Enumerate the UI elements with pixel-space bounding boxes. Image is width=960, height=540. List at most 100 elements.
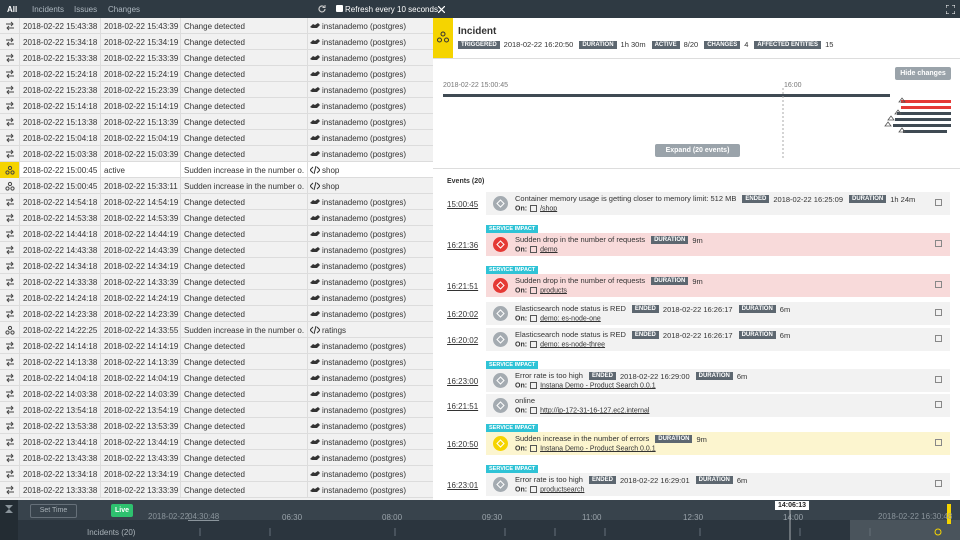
event-time[interactable]: 16:20:02 [447, 310, 479, 319]
expand-event-button[interactable] [935, 480, 942, 487]
table-row[interactable]: 2018-02-22 14:04:18 2018-02-22 14:04:19 Ch… [0, 370, 433, 386]
table-row[interactable]: 2018-02-22 14:13:38 2018-02-22 14:13:39 Ch… [0, 354, 433, 370]
column-separator [19, 66, 20, 82]
table-row[interactable]: 2018-02-22 15:13:38 2018-02-22 15:13:39 Ch… [0, 114, 433, 130]
table-row[interactable]: 2018-02-22 14:03:38 2018-02-22 14:03:39 Ch… [0, 386, 433, 402]
table-row[interactable]: 2018-02-22 14:33:38 2018-02-22 14:33:39 Ch… [0, 274, 433, 290]
expand-event-button[interactable] [935, 335, 942, 342]
table-row[interactable]: 2018-02-22 15:43:38 2018-02-22 15:43:39 Ch… [0, 18, 433, 34]
table-cell: Sudden increase in the number o... [184, 326, 304, 335]
table-row[interactable]: 2018-02-22 13:53:38 2018-02-22 13:53:39 Ch… [0, 418, 433, 434]
column-separator [307, 82, 308, 98]
event-time[interactable]: 16:20:50 [447, 440, 479, 449]
entity-link[interactable]: productsearch [540, 486, 585, 494]
tab[interactable]: Changes [108, 5, 141, 14]
event-time[interactable]: 16:21:36 [447, 241, 479, 250]
badge-label: ENDED [631, 305, 659, 314]
table-cell: Change detected [184, 118, 245, 127]
table-row[interactable]: 2018-02-22 14:22:25 2018-02-22 14:33:55 Su… [0, 322, 433, 338]
table-row[interactable]: 2018-02-22 13:33:38 2018-02-22 13:33:39 Ch… [0, 482, 433, 498]
table-cell: 2018-02-22 15:03:39 [104, 150, 179, 159]
badge-value: 2018-02-22 16:29:00 [619, 371, 690, 381]
table-row[interactable]: 2018-02-22 15:00:45 active Sudden increase… [0, 162, 433, 178]
event-time[interactable]: 16:23:01 [447, 481, 479, 490]
column-separator [180, 130, 181, 146]
table-cell: Change detected [184, 486, 245, 495]
table-row[interactable]: 2018-02-22 15:14:18 2018-02-22 15:14:19 Ch… [0, 98, 433, 114]
column-separator [180, 258, 181, 274]
column-separator [180, 210, 181, 226]
entity-link[interactable]: /shop [540, 205, 558, 213]
expand-event-button[interactable] [935, 401, 942, 408]
column-separator [180, 450, 181, 466]
live-button[interactable]: Live [111, 504, 133, 517]
expand-event-button[interactable] [935, 439, 942, 446]
table-row[interactable]: 2018-02-22 13:44:18 2018-02-22 13:44:19 Ch… [0, 434, 433, 450]
table-row[interactable]: 2018-02-22 14:53:38 2018-02-22 14:53:39 Ch… [0, 210, 433, 226]
entity-link[interactable]: demo [540, 246, 558, 254]
event-on-line: On: demo: es-node-one [515, 315, 601, 322]
expand-button[interactable]: Expand (20 events) [655, 144, 740, 157]
row-icon [0, 402, 19, 418]
refresh-icon[interactable] [317, 4, 327, 14]
entity-link[interactable]: demo: es-node-three [540, 341, 606, 349]
entity-icon [310, 22, 320, 32]
table-cell: Change detected [184, 358, 245, 367]
refresh-label[interactable]: Refresh every 10 seconds [345, 5, 438, 14]
table-row[interactable]: 2018-02-22 13:43:38 2018-02-22 13:43:39 Ch… [0, 450, 433, 466]
table-row[interactable]: 2018-02-22 14:14:18 2018-02-22 14:14:19 Ch… [0, 338, 433, 354]
event-time[interactable]: 16:21:51 [447, 282, 479, 291]
hide-changes-button[interactable]: Hide changes [895, 67, 951, 80]
table-cell: Change detected [184, 342, 245, 351]
column-separator [100, 162, 101, 178]
entity-link[interactable]: http://ip-172-31-16-127.ec2.internal [540, 407, 650, 415]
table-row[interactable]: 2018-02-22 15:03:38 2018-02-22 15:03:39 Ch… [0, 146, 433, 162]
refresh-checkbox[interactable] [336, 5, 343, 12]
table-cell: 2018-02-22 14:53:38 [23, 214, 98, 223]
expand-event-button[interactable] [935, 199, 942, 206]
close-icon[interactable] [438, 6, 445, 13]
event-on-line: On: productsearch [515, 486, 584, 493]
table-row[interactable]: 2018-02-22 15:24:18 2018-02-22 15:24:19 Ch… [0, 66, 433, 82]
table-cell: Change detected [184, 86, 245, 95]
tab[interactable]: Incidents [32, 5, 65, 14]
expand-event-button[interactable] [935, 240, 942, 247]
table-row[interactable]: 2018-02-22 15:00:45 2018-02-22 15:33:11 Su… [0, 178, 433, 194]
entity-link[interactable]: products [540, 287, 567, 295]
tab[interactable]: Issues [74, 5, 98, 14]
table-row[interactable]: 2018-02-22 13:34:18 2018-02-22 13:34:19 Ch… [0, 466, 433, 482]
badge-label: ENDED [588, 476, 616, 485]
entity-link[interactable]: Instana Demo - Product Search 0.0.1 [540, 445, 656, 453]
event-time[interactable]: 16:23:00 [447, 377, 479, 386]
table-row[interactable]: 2018-02-22 14:23:38 2018-02-22 14:23:39 Ch… [0, 306, 433, 322]
event-time[interactable]: 15:00:45 [447, 200, 479, 209]
table-row[interactable]: 2018-02-22 15:04:18 2018-02-22 15:04:19 Ch… [0, 130, 433, 146]
table-row[interactable]: 2018-02-22 13:54:18 2018-02-22 13:54:19 Ch… [0, 402, 433, 418]
table-row[interactable]: 2018-02-22 14:24:18 2018-02-22 14:24:19 Ch… [0, 290, 433, 306]
expand-event-button[interactable] [935, 376, 942, 383]
column-separator [180, 434, 181, 450]
event-time[interactable]: 16:21:51 [447, 402, 479, 411]
table-row[interactable]: 2018-02-22 15:23:38 2018-02-22 15:23:39 Ch… [0, 82, 433, 98]
set-time-button[interactable]: Set Time [30, 504, 77, 518]
row-icon [0, 146, 19, 162]
expand-event-button[interactable] [935, 309, 942, 316]
event-on-line: On: /shop [515, 205, 557, 212]
tab[interactable]: All [7, 5, 18, 14]
event-time[interactable]: 16:20:02 [447, 336, 479, 345]
event-icon [493, 278, 508, 293]
table-row[interactable]: 2018-02-22 14:44:18 2018-02-22 14:44:19 Ch… [0, 226, 433, 242]
expand-icon[interactable] [946, 5, 955, 14]
table-cell: instanademo (postgres) [322, 134, 407, 143]
start-time[interactable]: 04:30:48 [188, 512, 220, 521]
table-row[interactable]: 2018-02-22 14:54:18 2018-02-22 14:54:19 Ch… [0, 194, 433, 210]
table-cell: 2018-02-22 13:53:39 [104, 422, 179, 431]
table-row[interactable]: 2018-02-22 15:33:38 2018-02-22 15:33:39 Ch… [0, 50, 433, 66]
table-row[interactable]: 2018-02-22 14:43:38 2018-02-22 14:43:39 Ch… [0, 242, 433, 258]
table-row[interactable]: 2018-02-22 14:34:18 2018-02-22 14:34:19 Ch… [0, 258, 433, 274]
expand-event-button[interactable] [935, 281, 942, 288]
column-separator [19, 98, 20, 114]
table-row[interactable]: 2018-02-22 15:34:18 2018-02-22 15:34:19 Ch… [0, 34, 433, 50]
entity-link[interactable]: Instana Demo - Product Search 0.0.1 [540, 382, 656, 390]
entity-link[interactable]: demo: es-node-one [540, 315, 601, 323]
